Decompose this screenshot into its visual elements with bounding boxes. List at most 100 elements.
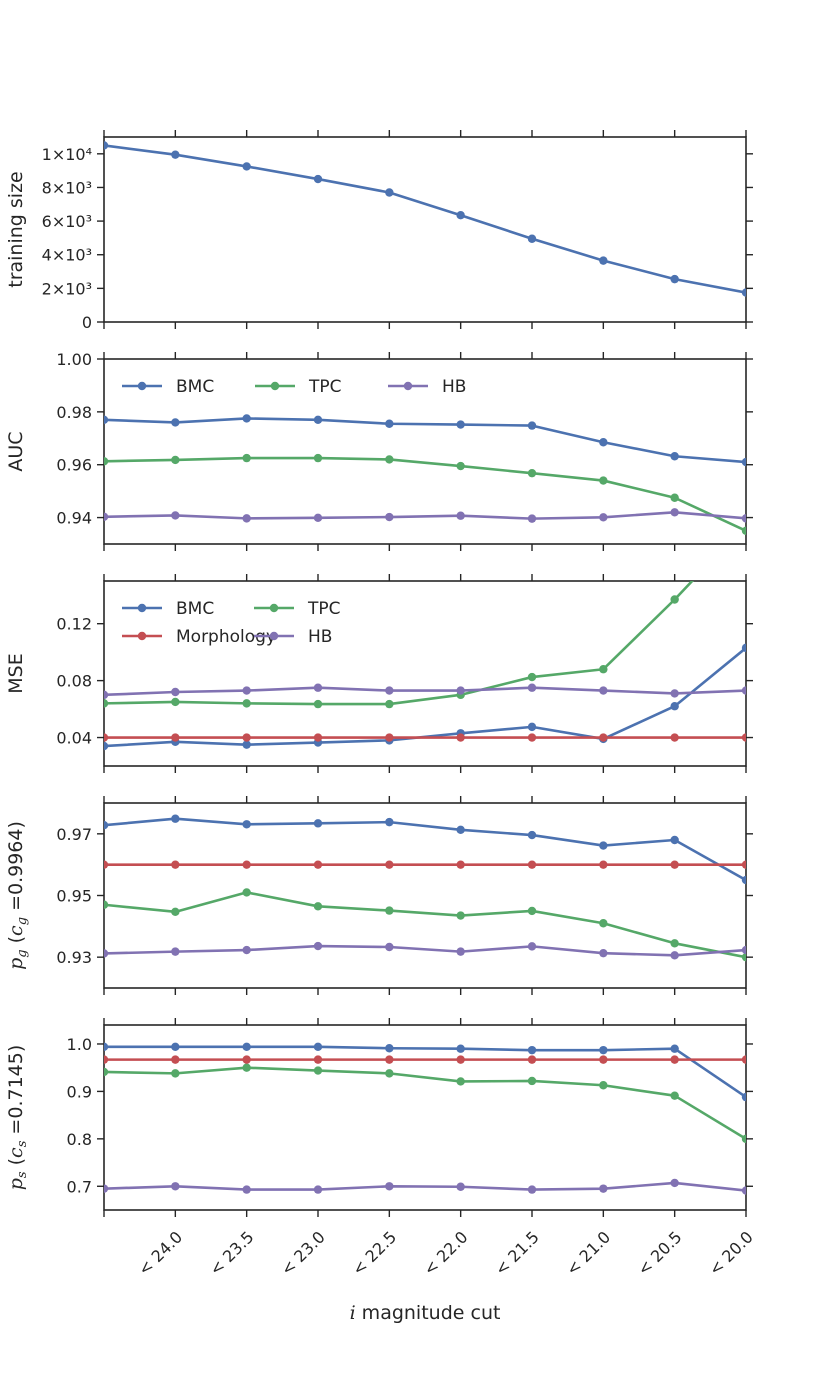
data-point-hb: [313, 683, 323, 692]
y-tick-label: 0.04: [56, 729, 92, 748]
data-point-morphology: [670, 1055, 679, 1064]
axes-frame: [103, 580, 747, 767]
series-line-hb: [104, 1181, 746, 1192]
data-point-tpc: [456, 461, 465, 471]
data-point-bmc: [670, 1044, 679, 1053]
data-point-tpc: [104, 1067, 109, 1077]
x-tick-label: < 23.5: [206, 1227, 258, 1279]
series-line-hb: [104, 510, 746, 520]
data-point-bmc: [599, 438, 608, 447]
y-tick-label: 0.7: [67, 1177, 92, 1196]
data-point-bmc: [599, 1045, 608, 1055]
data-point-morphology: [670, 860, 679, 869]
data-point-bmc: [385, 1044, 394, 1053]
data-point-bmc: [456, 211, 465, 220]
data-point-tpc: [527, 672, 537, 682]
data-point-tpc: [385, 699, 394, 709]
data-point-hb: [171, 1182, 180, 1191]
panel-1: 0 2×10³ 4×10³ 6×10³ 8×10³ 1×10⁴ training size: [5, 130, 753, 332]
data-point-morphology: [456, 733, 465, 742]
data-point-hb: [456, 511, 465, 520]
data-point-hb: [599, 1184, 608, 1193]
data-point-morphology: [599, 860, 608, 869]
y-tick-label: 8×10³: [42, 178, 92, 197]
y-tick-label: 0.96: [56, 456, 92, 475]
series-line-bmc: [104, 144, 746, 294]
legend-label: Morphology: [176, 627, 276, 647]
data-point-tpc: [599, 476, 608, 485]
data-point-morphology: [385, 1055, 394, 1064]
data-point-hb: [385, 512, 394, 522]
data-point-hb: [599, 513, 608, 522]
x-tick-label: < 20.0: [705, 1227, 757, 1279]
data-point-tpc: [313, 453, 323, 463]
data-point-tpc: [741, 952, 746, 962]
x-tick-label: < 22.0: [420, 1227, 472, 1279]
data-point-bmc: [741, 875, 746, 885]
data-point-hb: [670, 508, 679, 517]
data-point-hb: [456, 1182, 465, 1191]
data-point-hb: [527, 514, 537, 523]
data-point-bmc: [104, 415, 109, 424]
legend-item-morphology: Morphology: [122, 627, 276, 647]
data-point-hb: [670, 689, 679, 698]
legend-item-bmc: BMC: [122, 377, 214, 397]
data-point-tpc: [599, 1081, 608, 1090]
data-point-morphology: [242, 1055, 251, 1064]
data-point-tpc: [104, 900, 109, 909]
legend-marker: [137, 603, 147, 613]
data-point-tpc: [527, 468, 537, 478]
data-point-bmc: [104, 821, 109, 830]
legend-label: HB: [442, 377, 466, 397]
data-point-morphology: [313, 733, 323, 742]
data-point-bmc: [670, 452, 679, 461]
legend-label: TPC: [308, 377, 342, 397]
y-tick-label: 1.0: [67, 1035, 92, 1054]
legend-marker: [403, 381, 413, 391]
series-line-tpc: [104, 891, 746, 959]
data-point-bmc: [456, 825, 465, 835]
data-point-hb: [104, 949, 109, 958]
data-point-morphology: [104, 860, 109, 869]
axes-frame: [103, 358, 747, 545]
legend-marker: [270, 381, 280, 391]
data-point-bmc: [385, 419, 394, 428]
axes-frame: [103, 802, 747, 989]
data-point-morphology: [599, 733, 608, 742]
data-point-hb: [385, 942, 394, 952]
data-point-morphology: [527, 860, 537, 869]
panel-5: 0.7 0.8 0.9 1.0 ps (cs =0.7145): [5, 1018, 753, 1217]
data-point-morphology: [104, 733, 109, 742]
data-point-hb: [242, 686, 251, 695]
series-line-hb: [104, 944, 746, 957]
legend-label: TPC: [307, 599, 341, 619]
data-point-bmc: [599, 841, 608, 850]
data-point-bmc: [242, 414, 251, 423]
series-line-tpc: [104, 1066, 746, 1140]
data-point-bmc: [527, 722, 537, 732]
data-point-hb: [527, 683, 537, 692]
data-point-bmc: [741, 457, 746, 467]
data-point-morphology: [741, 733, 746, 742]
legend-item-hb: HB: [254, 627, 332, 647]
data-point-tpc: [242, 453, 251, 463]
y-axis-label: MSE: [5, 653, 27, 693]
y-tick-label: 0.08: [56, 672, 92, 691]
data-point-morphology: [313, 860, 323, 869]
data-point-bmc: [670, 274, 679, 284]
legend-marker: [269, 631, 279, 641]
data-point-tpc: [670, 1091, 679, 1100]
data-point-tpc: [104, 457, 109, 466]
series-line-bmc: [104, 646, 746, 748]
data-point-bmc: [527, 234, 537, 243]
data-point-morphology: [670, 733, 679, 742]
data-point-morphology: [527, 1055, 537, 1064]
axes-frame: [103, 1024, 747, 1211]
axes-frame: [103, 136, 747, 323]
data-point-hb: [313, 1185, 323, 1194]
y-tick-label: 6×10³: [42, 212, 92, 231]
data-point-bmc: [242, 820, 251, 829]
data-point-tpc: [527, 1076, 537, 1086]
data-point-hb: [104, 690, 109, 700]
